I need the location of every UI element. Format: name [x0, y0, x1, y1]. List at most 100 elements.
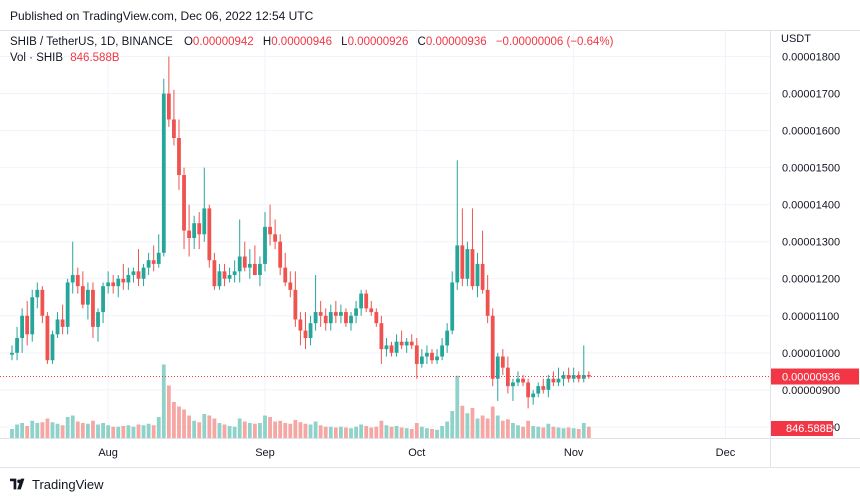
price-badge-label: 0.00000936	[782, 372, 840, 384]
candle-body	[526, 382, 531, 398]
candle-body	[91, 289, 95, 327]
x-tick-label: Nov	[564, 447, 584, 459]
candle-body	[25, 315, 30, 335]
candle-body	[541, 386, 546, 390]
candle-body	[268, 226, 272, 235]
candle-body	[511, 382, 515, 387]
candle-body	[227, 275, 232, 279]
candle-body	[349, 315, 353, 324]
volume-label[interactable]: Vol · SHIB	[10, 52, 64, 64]
volume-bar	[182, 409, 186, 438]
volume-bar	[586, 426, 591, 438]
candle-body	[212, 260, 217, 287]
candle-body	[379, 323, 384, 350]
volume-bar	[263, 415, 267, 438]
volume-bar	[15, 424, 19, 438]
volume-bar	[490, 406, 495, 438]
volume-bar	[318, 425, 323, 438]
volume-bar	[70, 415, 75, 438]
candle-body	[86, 289, 90, 305]
candle-body	[465, 249, 470, 279]
candle-body	[521, 378, 525, 383]
candle-body	[328, 312, 333, 324]
volume-bar	[349, 428, 353, 438]
volume-bar	[399, 427, 404, 438]
volume-bar	[65, 417, 70, 438]
y-tick-label: 0.00001000	[782, 348, 840, 360]
volume-bar	[116, 426, 121, 438]
volume-bar	[450, 411, 455, 438]
candle-body	[293, 289, 298, 320]
y-tick-label: 0.00000900	[782, 385, 840, 397]
candle-body	[151, 260, 156, 264]
low-label: L	[341, 36, 348, 48]
candle-body	[237, 256, 242, 272]
candle-body	[217, 271, 222, 287]
volume-bar	[60, 425, 65, 438]
candle-body	[536, 386, 541, 394]
candle-body	[359, 293, 364, 309]
candle-body	[566, 375, 571, 379]
volume-bar	[551, 426, 556, 438]
volume-bar	[359, 424, 364, 438]
candle-body	[551, 378, 556, 383]
volume-bar	[516, 425, 520, 438]
candle-body	[111, 282, 116, 287]
price-badge	[771, 368, 859, 385]
volume-bar	[242, 421, 247, 438]
y-tick-label: 0.00001400	[782, 200, 840, 212]
volume-bar	[55, 423, 60, 438]
volume-bar	[409, 429, 414, 438]
volume-legend: Vol · SHIB 846.588B	[10, 52, 120, 64]
volume-bar	[156, 417, 161, 438]
published-note: Published on TradingView.com, Dec 06, 20…	[10, 9, 314, 23]
candle-body	[586, 375, 591, 377]
volume-bar	[202, 414, 207, 438]
volume-bar	[581, 423, 586, 438]
candle-body	[242, 256, 247, 268]
volume-bar	[521, 426, 525, 438]
candle-body	[516, 378, 520, 383]
candle-body	[384, 345, 389, 350]
candle-body	[192, 223, 197, 238]
candle-body	[55, 319, 60, 335]
close-value: 0.00000936	[425, 36, 487, 48]
y-tick-label: 0.00001500	[782, 163, 840, 175]
volume-bar	[126, 425, 131, 438]
volume-bar	[237, 418, 242, 438]
volume-bar	[344, 427, 348, 438]
candle-body	[65, 282, 70, 327]
volume-bar	[526, 420, 531, 438]
currency-label[interactable]: USDT	[781, 33, 811, 45]
volume-bar	[384, 425, 389, 438]
candle-body	[258, 263, 262, 276]
volume-bar	[75, 421, 80, 438]
candle-body	[30, 297, 35, 335]
x-tick-label: Aug	[98, 447, 118, 459]
brand-name[interactable]: TradingView	[32, 476, 104, 492]
volume-bar	[394, 426, 399, 438]
volume-bar	[232, 426, 237, 438]
candle-body	[470, 249, 475, 287]
candle-body	[394, 341, 399, 353]
volume-bar	[268, 417, 272, 438]
candle-body	[232, 271, 237, 276]
candle-body	[364, 293, 369, 309]
volume-bar	[141, 425, 146, 438]
symbol-label[interactable]: SHIB / TetherUS, 1D, BINANCE	[10, 36, 173, 48]
volume-bar	[131, 426, 136, 438]
candle-body	[75, 275, 80, 287]
candle-body	[485, 289, 490, 316]
volume-bar	[465, 413, 470, 438]
volume-bar	[500, 420, 505, 438]
volume-bar	[323, 426, 328, 438]
candle-body	[318, 312, 323, 316]
volume-bar	[303, 423, 308, 438]
tradingview-logo-icon[interactable]	[10, 478, 28, 490]
price-chart[interactable]: 0.000008000.000009000.000010000.00001100…	[0, 30, 860, 468]
candle-body	[455, 245, 460, 283]
volume-bar	[25, 426, 30, 438]
volume-bar	[283, 423, 288, 438]
candle-body	[121, 278, 126, 283]
candle-body	[252, 263, 257, 276]
